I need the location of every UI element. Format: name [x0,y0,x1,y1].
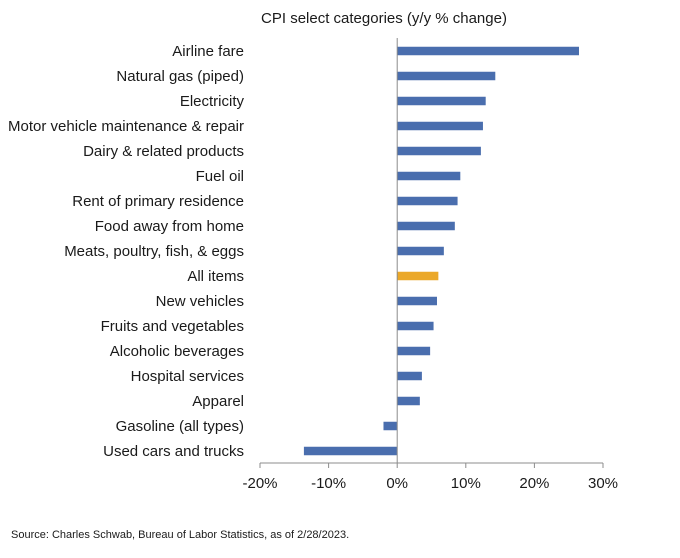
bar-new-vehicles [397,296,437,306]
bar-alcoholic-beverages [397,346,431,356]
source-note: Source: Charles Schwab, Bureau of Labor … [11,529,350,541]
x-tick-label: 20% [519,475,549,492]
category-labels-group: Airline fare Natural gas (piped) Electrici… [8,43,244,460]
category-label-natural-gas-piped: Natural gas (piped) [116,68,244,85]
x-tick-label: 0% [386,475,408,492]
category-label-fruits-and-vegetables: Fruits and vegetables [101,318,244,335]
bar-all-items [397,271,439,281]
bar-rent-of-primary-residence [397,196,458,206]
bar-apparel [397,396,420,406]
category-label-meats-poultry-fish-eggs: Meats, poultry, fish, & eggs [64,243,244,260]
bar-fruits-and-vegetables [397,321,434,331]
bar-food-away-from-home [397,221,455,231]
bar-used-cars-and-trucks [303,446,398,456]
bar-motor-vehicle-maintenance-repair [397,121,483,131]
x-tick-label: -10% [311,475,346,492]
category-label-all-items: All items [187,268,244,285]
category-label-motor-vehicle-maintenance-repair: Motor vehicle maintenance & repair [8,118,244,135]
category-label-alcoholic-beverages: Alcoholic beverages [110,343,244,360]
chart-title: CPI select categories (y/y % change) [261,10,507,27]
bar-gasoline-all-types [383,421,398,431]
x-tick-label: 10% [451,475,481,492]
bars-group [303,46,579,456]
category-label-new-vehicles: New vehicles [156,293,244,310]
bar-airline-fare [397,46,579,56]
category-label-electricity: Electricity [180,93,245,110]
category-label-used-cars-and-trucks: Used cars and trucks [103,443,244,460]
bar-electricity [397,96,486,106]
category-label-food-away-from-home: Food away from home [95,218,244,235]
bar-natural-gas-piped [397,71,496,81]
category-label-apparel: Apparel [192,393,244,410]
x-ticks-group: -20% -10% 0% 10% 20% 30% [242,463,618,492]
bar-hospital-services [397,371,422,381]
category-label-hospital-services: Hospital services [131,368,244,385]
category-label-rent-of-primary-residence: Rent of primary residence [72,193,244,210]
category-label-dairy-related-products: Dairy & related products [83,143,244,160]
bar-fuel-oil [397,171,461,181]
x-tick-label: -20% [242,475,277,492]
bar-dairy-related-products [397,146,481,156]
x-tick-label: 30% [588,475,618,492]
category-label-airline-fare: Airline fare [172,43,244,60]
category-label-gasoline-all-types: Gasoline (all types) [116,418,244,435]
bar-meats-poultry-fish-eggs [397,246,444,256]
category-label-fuel-oil: Fuel oil [196,168,244,185]
